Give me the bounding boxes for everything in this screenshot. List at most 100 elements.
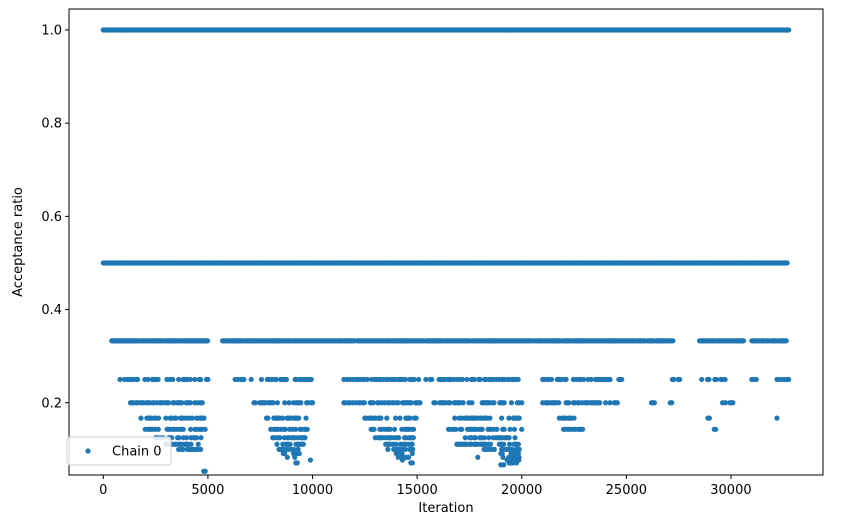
data-point xyxy=(786,27,792,33)
data-point xyxy=(669,400,675,406)
x-tick-label: 0 xyxy=(99,483,107,498)
data-point xyxy=(205,338,211,344)
data-point xyxy=(180,426,186,432)
data-point xyxy=(176,435,182,441)
data-point xyxy=(410,446,416,452)
data-point xyxy=(300,441,306,447)
data-point xyxy=(292,454,298,460)
data-point xyxy=(597,400,603,406)
y-tick-label: 0.4 xyxy=(41,303,62,318)
data-point xyxy=(176,376,182,383)
legend: Chain 0 xyxy=(66,436,172,466)
data-point xyxy=(371,426,377,432)
data-point xyxy=(399,457,406,463)
data-point xyxy=(197,376,204,383)
data-point xyxy=(429,376,435,383)
data-point xyxy=(501,462,507,468)
data-point xyxy=(194,435,200,441)
data-point xyxy=(432,400,438,406)
data-point xyxy=(378,415,384,421)
data-point xyxy=(304,426,310,432)
x-axis: 0 5000 10000 15000 20000 25000 30000 xyxy=(99,475,752,498)
data-point xyxy=(145,376,151,383)
data-point xyxy=(296,415,302,421)
data-point xyxy=(563,376,569,383)
data-point xyxy=(722,400,729,406)
data-point xyxy=(459,426,465,432)
data-point xyxy=(309,400,316,406)
data-point xyxy=(487,441,494,447)
data-point xyxy=(202,468,208,474)
data-point xyxy=(296,450,302,457)
data-point xyxy=(713,426,719,432)
y-tick-label: 1.0 xyxy=(41,23,62,38)
data-point xyxy=(706,415,713,421)
data-point xyxy=(423,376,429,383)
data-point xyxy=(614,400,620,406)
data-point xyxy=(287,441,293,447)
data-point xyxy=(407,415,413,421)
data-point xyxy=(462,435,468,441)
data-point xyxy=(183,435,189,441)
data-point xyxy=(170,376,176,383)
data-point xyxy=(603,400,609,406)
data-point xyxy=(459,376,466,383)
data-point xyxy=(201,415,207,421)
data-point xyxy=(294,460,300,466)
y-axis: 0.2 0.4 0.6 0.8 1.0 xyxy=(41,23,69,411)
y-tick-label: 0.2 xyxy=(41,396,62,411)
data-point xyxy=(506,435,512,441)
data-point xyxy=(699,376,705,383)
data-point xyxy=(282,450,288,457)
data-point xyxy=(135,376,141,383)
data-point xyxy=(619,376,625,383)
data-point xyxy=(252,400,259,406)
data-point xyxy=(415,376,422,383)
data-point xyxy=(730,400,736,406)
data-point xyxy=(509,446,515,452)
data-point xyxy=(298,400,304,406)
x-tick-label: 5000 xyxy=(191,483,224,498)
data-point xyxy=(475,454,481,460)
data-point xyxy=(361,400,368,406)
data-point xyxy=(501,400,507,406)
data-point xyxy=(706,376,712,383)
x-axis-label: Iteration xyxy=(418,501,473,516)
data-point xyxy=(501,441,507,447)
data-point xyxy=(173,415,179,421)
data-point xyxy=(180,446,186,452)
data-point xyxy=(512,435,518,441)
data-point xyxy=(179,400,185,406)
data-point xyxy=(413,415,419,421)
data-point xyxy=(477,376,483,383)
legend-marker xyxy=(85,448,91,454)
data-point xyxy=(205,376,211,383)
data-point xyxy=(384,415,390,421)
data-point xyxy=(651,400,657,406)
data-point xyxy=(500,454,506,460)
data-point xyxy=(487,415,493,421)
data-point xyxy=(607,400,613,406)
data-point xyxy=(713,376,719,383)
data-point xyxy=(370,400,376,406)
data-point xyxy=(471,376,477,383)
y-axis-label: Acceptance ratio xyxy=(11,187,26,297)
data-point xyxy=(513,460,520,466)
data-point xyxy=(494,426,500,432)
data-point xyxy=(670,338,676,344)
data-point xyxy=(607,376,613,383)
data-point xyxy=(409,450,415,457)
data-point xyxy=(508,400,515,406)
data-point xyxy=(302,435,308,441)
data-point xyxy=(274,400,280,406)
data-point xyxy=(405,454,412,460)
data-point xyxy=(472,435,479,441)
data-point xyxy=(580,426,586,432)
x-tick-label: 25000 xyxy=(606,483,647,498)
data-point xyxy=(364,376,370,383)
data-point xyxy=(511,426,518,432)
data-point xyxy=(187,400,194,406)
data-point xyxy=(402,376,409,383)
data-point xyxy=(507,426,513,432)
data-point xyxy=(397,415,403,421)
